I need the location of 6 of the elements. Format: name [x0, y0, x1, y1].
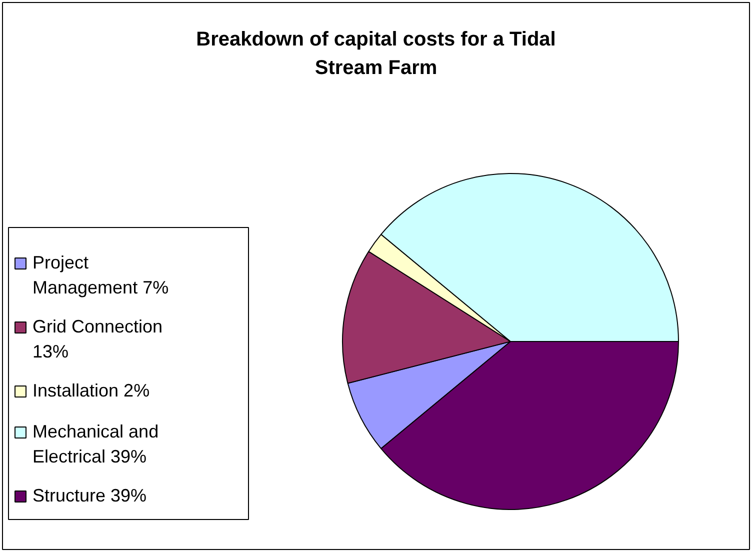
legend-label: Installation 2%	[32, 380, 150, 400]
legend-label: Grid Connection 13%	[32, 316, 163, 362]
legend-label: Structure 39%	[32, 486, 147, 506]
legend-label: Mechanical and Electrical 39%	[32, 422, 159, 466]
chart-title: Breakdown of capital costs for a Tidal Stream Farm	[196, 28, 556, 80]
legend-label: Project Management 7%	[32, 252, 169, 298]
